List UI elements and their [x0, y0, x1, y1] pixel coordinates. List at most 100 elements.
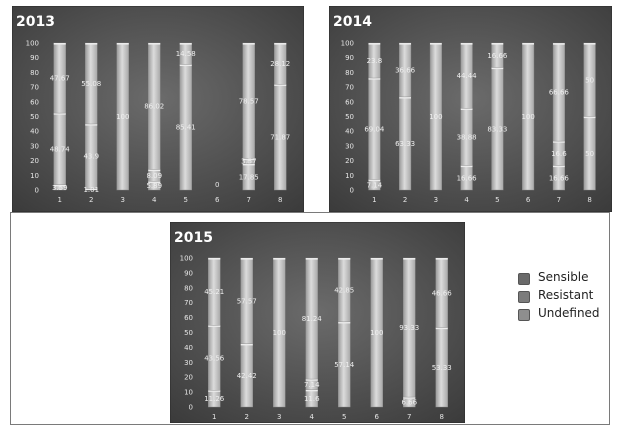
legend-item-resistant: Resistant [518, 288, 618, 304]
bar-segment-edge [273, 258, 286, 260]
data-label: 85.41 [176, 124, 196, 132]
bar-segment-edge [305, 389, 318, 392]
x-tick-label: 3 [277, 413, 281, 421]
bar-segment-edge [553, 165, 565, 168]
legend-label-resistant: Resistant [538, 288, 594, 302]
data-label: 78.57 [239, 97, 259, 105]
bar-segment-sensible [338, 257, 351, 323]
x-tick-label: 6 [215, 196, 220, 204]
bar-segment-edge [370, 258, 383, 260]
bar-segment-edge [435, 258, 448, 260]
data-label: 42.85 [334, 286, 354, 294]
bar-segment-edge [240, 258, 253, 260]
bar-segment-edge [460, 108, 473, 110]
y-tick-label: 60 [184, 314, 193, 322]
y-tick-label: 10 [184, 389, 193, 397]
x-tick-label: 7 [247, 196, 251, 204]
x-tick-label: 6 [375, 413, 380, 421]
bar-segment-sensible [208, 257, 221, 326]
data-label: 11.26 [204, 395, 225, 403]
bar-segment-edge [305, 379, 318, 381]
x-tick-label: 3 [121, 196, 125, 204]
bar-segment-edge [553, 43, 565, 45]
x-tick-label: 6 [526, 196, 531, 204]
x-tick-label: 8 [440, 413, 444, 421]
data-label: 57.57 [237, 297, 257, 305]
x-tick-label: 2 [245, 413, 249, 421]
x-tick-label: 1 [212, 413, 216, 421]
data-label: 50 [585, 76, 594, 84]
bar-segment-edge [491, 43, 504, 45]
x-tick-label: 7 [407, 413, 411, 421]
y-tick-label: 60 [30, 98, 39, 106]
bar-segment-edge [368, 43, 381, 45]
data-label: 46.66 [432, 289, 453, 297]
bar-segment-edge [368, 78, 381, 80]
data-label: 86.02 [144, 103, 164, 111]
bar-segment-edge [491, 67, 504, 70]
data-label: 42.42 [237, 372, 257, 380]
y-tick-label: 80 [184, 284, 193, 292]
x-tick-label: 5 [342, 413, 346, 421]
bar-segment-edge [368, 179, 381, 182]
bar-segment-edge [148, 181, 161, 183]
data-label: 16.66 [457, 174, 478, 182]
data-label: 100 [116, 113, 129, 121]
bar-segment-edge [208, 325, 221, 327]
data-label: 16.6 [551, 150, 567, 158]
y-tick-label: 70 [184, 299, 193, 307]
chart-2014: 2014 0 10 20 30 40 50 60 70 80 90 100 1 7.14 69.04 23.8… [329, 6, 612, 212]
bar-segment-sensible [403, 257, 416, 398]
data-label: 28.12 [270, 60, 290, 68]
y-tick-label: 90 [184, 269, 193, 277]
bar-segment-edge [116, 43, 129, 45]
bar-segment-edge [208, 257, 221, 260]
x-tick-label: 3 [434, 196, 438, 204]
data-label: 6.66 [401, 399, 417, 407]
data-label: 63.33 [395, 140, 415, 148]
y-tick-label: 70 [345, 84, 354, 92]
x-tick-label: 8 [587, 196, 591, 204]
data-label: 66.66 [549, 89, 570, 97]
bar-segment-edge [399, 96, 411, 99]
y-tick-label: 40 [30, 128, 39, 136]
bar-segment-edge [274, 84, 287, 86]
chart-title: 2015 [174, 230, 213, 246]
y-tick-label: 50 [184, 329, 193, 337]
x-tick-label: 2 [89, 196, 93, 204]
bar-segment-edge [148, 169, 161, 172]
data-label: 16.66 [549, 174, 570, 182]
data-label: 14.58 [176, 50, 196, 58]
data-label: 8.09 [146, 172, 162, 180]
bar-segment-edge [148, 43, 161, 45]
x-tick-label: 4 [464, 196, 469, 204]
bar-segment-edge [583, 116, 596, 119]
data-label: 7.14 [367, 181, 383, 189]
y-tick-label: 0 [35, 187, 39, 195]
y-tick-label: 70 [30, 84, 39, 92]
data-label: 36.66 [395, 66, 416, 74]
y-tick-label: 20 [30, 157, 39, 165]
bar-segment-edge [242, 158, 255, 161]
y-tick-label: 20 [345, 157, 354, 165]
data-label: 57.14 [334, 361, 355, 369]
data-label: 17.85 [239, 173, 259, 181]
chart-title: 2014 [333, 14, 372, 30]
x-tick-label: 7 [557, 196, 561, 204]
y-tick-label: 30 [184, 359, 193, 367]
data-label: 100 [370, 329, 383, 337]
bar-segment-edge [53, 184, 66, 187]
y-tick-label: 30 [30, 142, 39, 150]
y-tick-label: 10 [345, 172, 354, 180]
data-label: 69.04 [364, 125, 385, 133]
y-tick-label: 100 [341, 40, 354, 48]
chart-2013: 2013 0 10 20 30 40 50 60 70 80 90 100 1 3.59 48.74 47.6… [12, 6, 304, 212]
data-label: 23.8 [367, 57, 383, 65]
x-tick-label: 8 [278, 196, 282, 204]
y-tick-label: 100 [26, 40, 39, 48]
bar-segment-edge [460, 43, 473, 45]
data-label: 1.01 [83, 186, 99, 194]
chart-title: 2013 [16, 14, 55, 30]
x-tick-label: 1 [58, 196, 62, 204]
chart-svg: 2013010203040506070809010013.5948.7447.6… [12, 6, 304, 212]
